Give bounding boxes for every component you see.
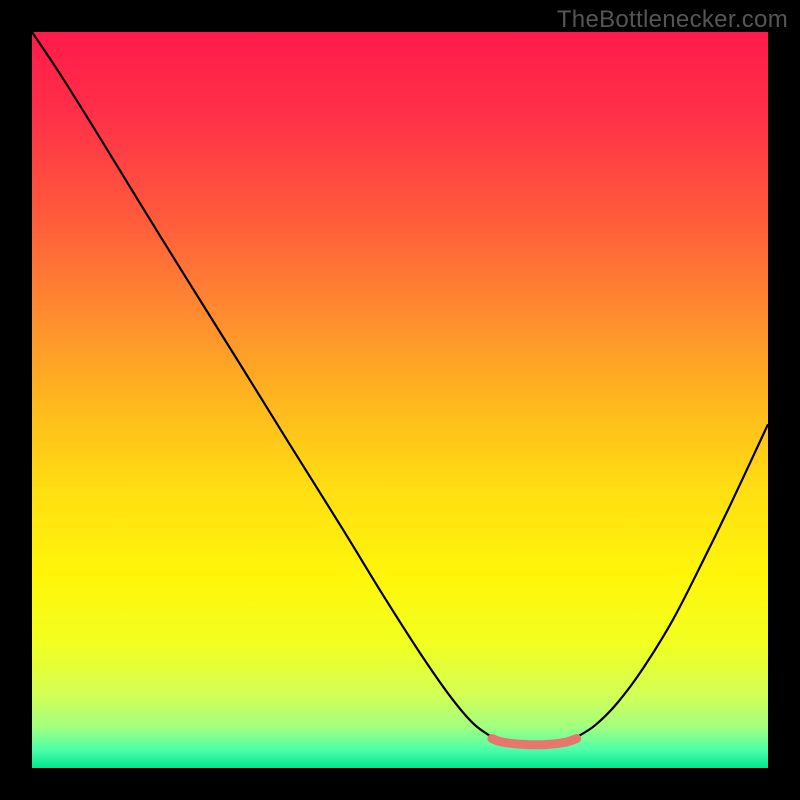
bottleneck-chart-svg — [32, 32, 768, 768]
chart-background — [32, 32, 768, 768]
chart-frame: TheBottlenecker.com — [0, 0, 800, 800]
watermark-label: TheBottlenecker.com — [557, 6, 788, 34]
plot-area — [32, 32, 768, 768]
